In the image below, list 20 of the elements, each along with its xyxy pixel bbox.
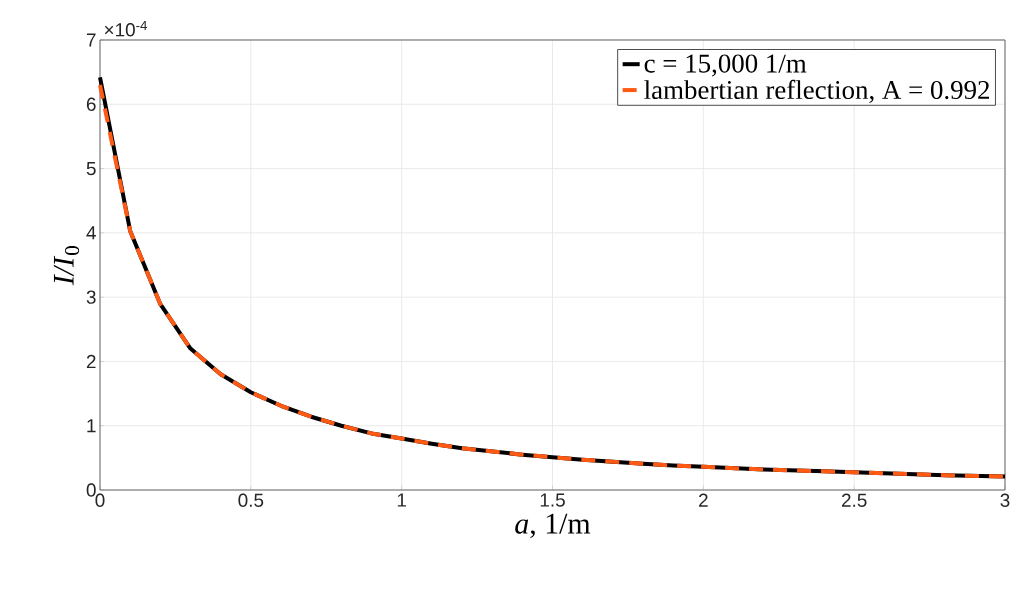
y-tick-label: 1 — [87, 419, 96, 433]
x-tick-label: 3 — [1000, 493, 1010, 507]
y-tick-label: 3 — [86, 290, 96, 304]
y-tick-label: 2 — [86, 354, 96, 369]
y-tick-label: 0 — [86, 483, 96, 497]
x-tick-label: 1 — [397, 493, 406, 507]
y-tick-label: 7 — [86, 33, 96, 47]
y-tick-label: 4 — [86, 226, 96, 240]
x-tick-label: 2.5 — [841, 493, 867, 507]
text: ×10$^{-4}$ — [104, 20, 148, 37]
y-tick-label: 5 — [86, 161, 96, 176]
x-axis-title: a, 1/m — [515, 513, 591, 539]
y-tick-label: 6 — [86, 97, 96, 111]
x-tick-label: 0.5 — [238, 493, 264, 507]
x-tick-label: 2 — [699, 493, 708, 507]
x-tick-label: 1.5 — [540, 493, 565, 507]
legend-label: lambertian reflection, A = 0.992 — [644, 79, 990, 103]
legend-label: c = 15,000 1/m — [644, 54, 807, 77]
y-axis-title: I/I$_{0}$ — [53, 246, 80, 286]
x-tick-label: 0 — [95, 493, 105, 507]
